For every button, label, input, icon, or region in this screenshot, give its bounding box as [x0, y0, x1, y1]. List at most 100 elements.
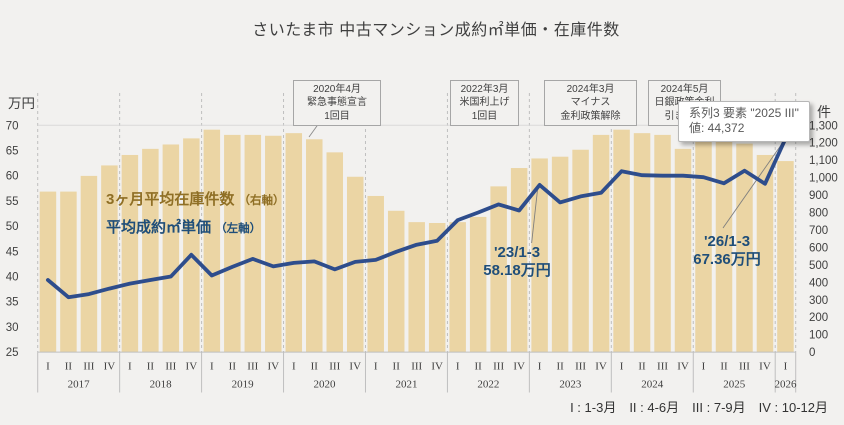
inventory-bar-2021-II[interactable] [387, 210, 405, 353]
quarter-label: II [638, 361, 646, 373]
inventory-bar-2023-III[interactable] [572, 149, 589, 353]
left-axis-unit-label: 万円 [8, 96, 35, 111]
inventory-bar-2024-I[interactable] [613, 129, 630, 353]
inventory-bar-2025-II[interactable] [715, 140, 733, 353]
inventory-bar-2022-III[interactable] [490, 186, 507, 353]
inventory-bar-2018-IV[interactable] [183, 138, 200, 353]
quarter-label: IV [431, 361, 443, 373]
right-axis-tick: 600 [809, 242, 828, 254]
quarter-label: IV [186, 361, 198, 373]
quarter-label: III [329, 361, 340, 373]
leader-line-event-2020 [308, 124, 319, 138]
inventory-bar-2017-II[interactable] [60, 191, 77, 353]
inventory-bar-2022-IV[interactable] [510, 168, 528, 353]
inventory-bar-2024-III[interactable] [654, 134, 671, 353]
quarter-label: III [83, 361, 94, 373]
inventory-bar-2020-III[interactable] [326, 152, 344, 353]
inventory-bar-2024-IV[interactable] [674, 148, 692, 353]
annotation-2023q1-price: '23/1-3 58.18万円 [483, 244, 551, 279]
left-axis-note: （左軸） [215, 223, 262, 235]
right-axis-note: （右軸） [238, 195, 285, 207]
year-label: 2024 [641, 379, 664, 391]
price-per-sqm-line[interactable] [46, 136, 788, 300]
quarter-label: II [556, 361, 564, 373]
line-series-label: 平均成約㎡単価 （左軸） [106, 219, 262, 236]
event-box-2022-us-rate-hike[interactable]: 2022年3月 米国利上げ 1回目 [450, 80, 519, 126]
right-axis-tick: 1,000 [809, 173, 838, 185]
left-axis-tick: 55 [6, 196, 19, 208]
quarter-label: II [393, 361, 401, 373]
inventory-bar-2017-I[interactable] [39, 191, 57, 353]
inventory-bar-2021-I[interactable] [367, 195, 384, 353]
inventory-bar-2019-IV[interactable] [265, 135, 282, 353]
left-axis-tick: 70 [6, 120, 19, 132]
quarter-label: I [456, 361, 460, 373]
inventory-bar-2024-II[interactable] [633, 133, 651, 353]
inventory-bar-2020-IV[interactable] [346, 176, 364, 353]
inventory-bar-2020-I[interactable] [285, 133, 303, 353]
right-axis-tick: 100 [809, 330, 828, 342]
left-axis-tick: 30 [6, 322, 19, 334]
right-axis-tick: 700 [809, 225, 828, 237]
inventory-bar-2019-II[interactable] [224, 134, 241, 353]
bar-series-label: 3ヶ月平均在庫件数 （右軸） [106, 191, 285, 208]
inventory-bar-2022-II[interactable] [469, 216, 487, 353]
inventory-bar-2017-IV[interactable] [101, 165, 118, 353]
year-label: 2018 [150, 379, 173, 391]
annotation-2026q1-price: '26/1-3 67.36万円 [693, 233, 761, 268]
quarter-label: III [657, 361, 668, 373]
inventory-bar-2022-I[interactable] [449, 222, 466, 353]
event-box-2020-emergency[interactable]: 2020年4月 緊急事態宣言 1回目 [293, 80, 381, 126]
leader-line-2026q1 [722, 141, 784, 229]
inventory-bar-2019-III[interactable] [244, 134, 262, 353]
quarter-label: I [210, 361, 214, 373]
inventory-bar-2021-IV[interactable] [428, 222, 446, 353]
inventory-bar-2018-III[interactable] [162, 144, 180, 353]
year-label: 2017 [68, 379, 91, 391]
inventory-bar-2026-I[interactable] [777, 161, 794, 353]
quarter-label: II [229, 361, 237, 373]
inventory-bar-2018-II[interactable] [142, 148, 159, 353]
quarter-label: I [702, 361, 706, 373]
left-axis-tick: 35 [6, 297, 19, 309]
leader-line-2023q1 [531, 188, 539, 244]
inventory-bar-2018-I[interactable] [121, 154, 139, 353]
year-label: 2021 [395, 379, 417, 391]
quarter-label: IV [677, 361, 689, 373]
quarter-label: IV [513, 361, 525, 373]
quarter-label: III [165, 361, 176, 373]
quarter-label: IV [349, 361, 361, 373]
year-label: 2026 [774, 379, 797, 391]
quarter-label: I [538, 361, 542, 373]
right-axis-tick: 900 [809, 190, 828, 202]
inventory-bar-2021-III[interactable] [408, 222, 425, 353]
quarter-label: I [620, 361, 624, 373]
inventory-bar-2019-I[interactable] [203, 129, 221, 353]
quarter-label: II [65, 361, 73, 373]
quarter-label: IV [595, 361, 607, 373]
inventory-bar-2025-I[interactable] [695, 141, 712, 353]
left-axis-tick: 40 [6, 272, 19, 284]
quarter-label: I [128, 361, 132, 373]
left-axis-tick: 50 [6, 221, 19, 233]
inventory-bar-2023-IV[interactable] [592, 134, 610, 353]
quarter-label: IV [759, 361, 771, 373]
right-axis-tick: 0 [809, 347, 815, 359]
right-axis-tick: 800 [809, 208, 828, 220]
tooltip-series-text: 系列3 要素 "2025 III" [689, 106, 799, 120]
inventory-bar-2023-II[interactable] [551, 156, 569, 353]
event-box-2024-negative-rate-end[interactable]: 2024年3月 マイナス 金利政策解除 [544, 80, 637, 126]
year-label: 2023 [559, 379, 582, 391]
right-axis-tick: 300 [809, 295, 828, 307]
left-axis-tick: 45 [6, 246, 19, 258]
right-axis-tick: 1,300 [809, 120, 838, 132]
quarter-label: IV [267, 361, 279, 373]
inventory-bar-2025-III[interactable] [736, 143, 753, 353]
quarter-label: II [474, 361, 482, 373]
quarter-label: III [575, 361, 586, 373]
inventory-bar-2017-III[interactable] [80, 175, 98, 353]
inventory-bar-2020-II[interactable] [306, 139, 323, 353]
quarter-label: II [720, 361, 728, 373]
inventory-bar-2025-IV[interactable] [756, 154, 774, 353]
